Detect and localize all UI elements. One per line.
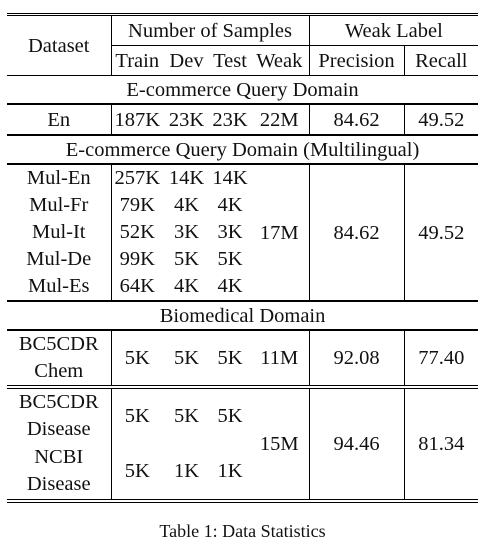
row-mul-de: Mul-De 99K 5K 5K [7,246,478,273]
bc5-disease-dev: 5K [173,405,200,427]
mul-de-dev: 5K [173,248,200,270]
dataset-ncbi-disease-line1: NCBI [34,446,84,468]
section-biomedical-title: Biomedical Domain [7,301,479,331]
dataset-mul-es: Mul-Es [7,273,112,302]
row-mul-en: Mul-En 257K 14K 14K 17M 84.62 49.52 [7,164,479,302]
dataset-mul-en: Mul-En [7,164,112,192]
row-ncbi-disease: NCBI Disease 5K 1K 1K [7,443,478,503]
chem-train: 5K [111,330,163,389]
ncbi-train: 5K [111,443,163,503]
mul-en-test: 14K [212,167,248,189]
chem-test: 5K [210,330,250,389]
en-train: 187K [111,104,163,136]
dataset-ncbi-disease: NCBI Disease [7,443,112,503]
row-bc5cdr-chem: BC5CDR Chem 5K 5K 5K 11M 92.08 77.40 [7,330,479,389]
mul-en-train: 257K [114,167,161,189]
mul-it-train: 52K [119,221,155,243]
dataset-bc5cdr-disease-line2: Disease [26,418,91,440]
chem-dev: 5K [163,330,210,389]
table-caption: Table 1: Data Statistics [159,521,326,541]
mul-it-test: 3K [217,221,243,243]
header-dev: Dev [163,45,210,76]
bc5-disease-train: 5K [124,405,150,427]
data-statistics-table: Dataset Number of Samples Weak Label Tra… [7,13,479,503]
mul-en-dev: 14K [168,167,205,189]
section-multilingual-title: E-commerce Query Domain (Multilingual) [7,135,479,165]
disease-precision: 94.46 [309,387,405,503]
mul-fr-dev: 4K [173,194,200,216]
row-bc5cdr-disease: BC5CDR Disease 5K 5K 5K 15M 94.46 81.34 [7,387,479,503]
dataset-bc5cdr-disease: BC5CDR Disease [7,387,112,443]
mul-recall: 49.52 [404,164,479,302]
mul-it-dev: 3K [173,221,200,243]
mul-fr-train: 79K [119,194,155,216]
header-train: Train [111,45,163,76]
row-mul-fr: Mul-Fr 79K 4K 4K [7,192,478,219]
chem-recall: 77.40 [404,330,479,389]
section-row-ecommerce: E-commerce Query Domain [7,75,479,105]
mul-es-train: 64K [111,273,163,302]
chem-weak: 11M [250,330,310,389]
mul-weak: 17M [250,164,310,302]
en-weak: 22M [250,104,310,136]
header-weak: Weak [250,45,310,76]
mul-de-train: 99K [119,248,155,270]
row-mul-it: Mul-It 52K 3K 3K [7,219,478,246]
header-test: Test [210,45,250,76]
en-recall: 49.52 [404,104,479,136]
dataset-en: En [7,104,112,136]
row-en: En 187K 23K 23K 22M 84.62 49.52 [7,104,479,136]
dataset-bc5cdr-chem-line1: BC5CDR [18,333,99,355]
bc5-disease-test: 5K [217,405,243,427]
chem-precision: 92.08 [309,330,405,389]
disease-weak: 15M [250,387,310,503]
header-row-1: Dataset Number of Samples Weak Label [7,13,479,76]
header-row-2: Train Dev Test Weak Precision Recall [7,45,479,76]
header-precision: Precision [309,45,405,76]
en-dev: 23K [163,104,210,136]
en-test: 23K [210,104,250,136]
mul-fr-test: 4K [217,194,243,216]
dataset-mul-de: Mul-De [7,246,112,273]
mul-precision: 84.62 [309,164,405,302]
mul-de-test: 5K [217,248,243,270]
header-dataset: Dataset [7,13,112,76]
dataset-bc5cdr-disease-line1: BC5CDR [18,391,99,413]
header-recall: Recall [404,45,479,76]
ncbi-test: 1K [210,443,250,503]
dataset-ncbi-disease-line2: Disease [26,473,91,495]
header-number-of-samples: Number of Samples [111,13,310,46]
dataset-bc5cdr-chem-line2: Chem [34,360,84,382]
header-weak-label: Weak Label [309,13,479,46]
mul-es-test: 4K [210,273,250,302]
dataset-mul-it: Mul-It [7,219,112,246]
section-row-biomedical: Biomedical Domain [7,301,479,331]
ncbi-dev: 1K [163,443,210,503]
disease-recall: 81.34 [404,387,479,503]
dataset-bc5cdr-chem: BC5CDR Chem [7,330,112,389]
en-precision: 84.62 [309,104,405,136]
row-mul-es: Mul-Es 64K 4K 4K [7,273,478,302]
section-row-multilingual: E-commerce Query Domain (Multilingual) [7,135,479,165]
dataset-mul-fr: Mul-Fr [7,192,112,219]
section-ecommerce-title: E-commerce Query Domain [7,75,479,105]
mul-es-dev: 4K [163,273,210,302]
